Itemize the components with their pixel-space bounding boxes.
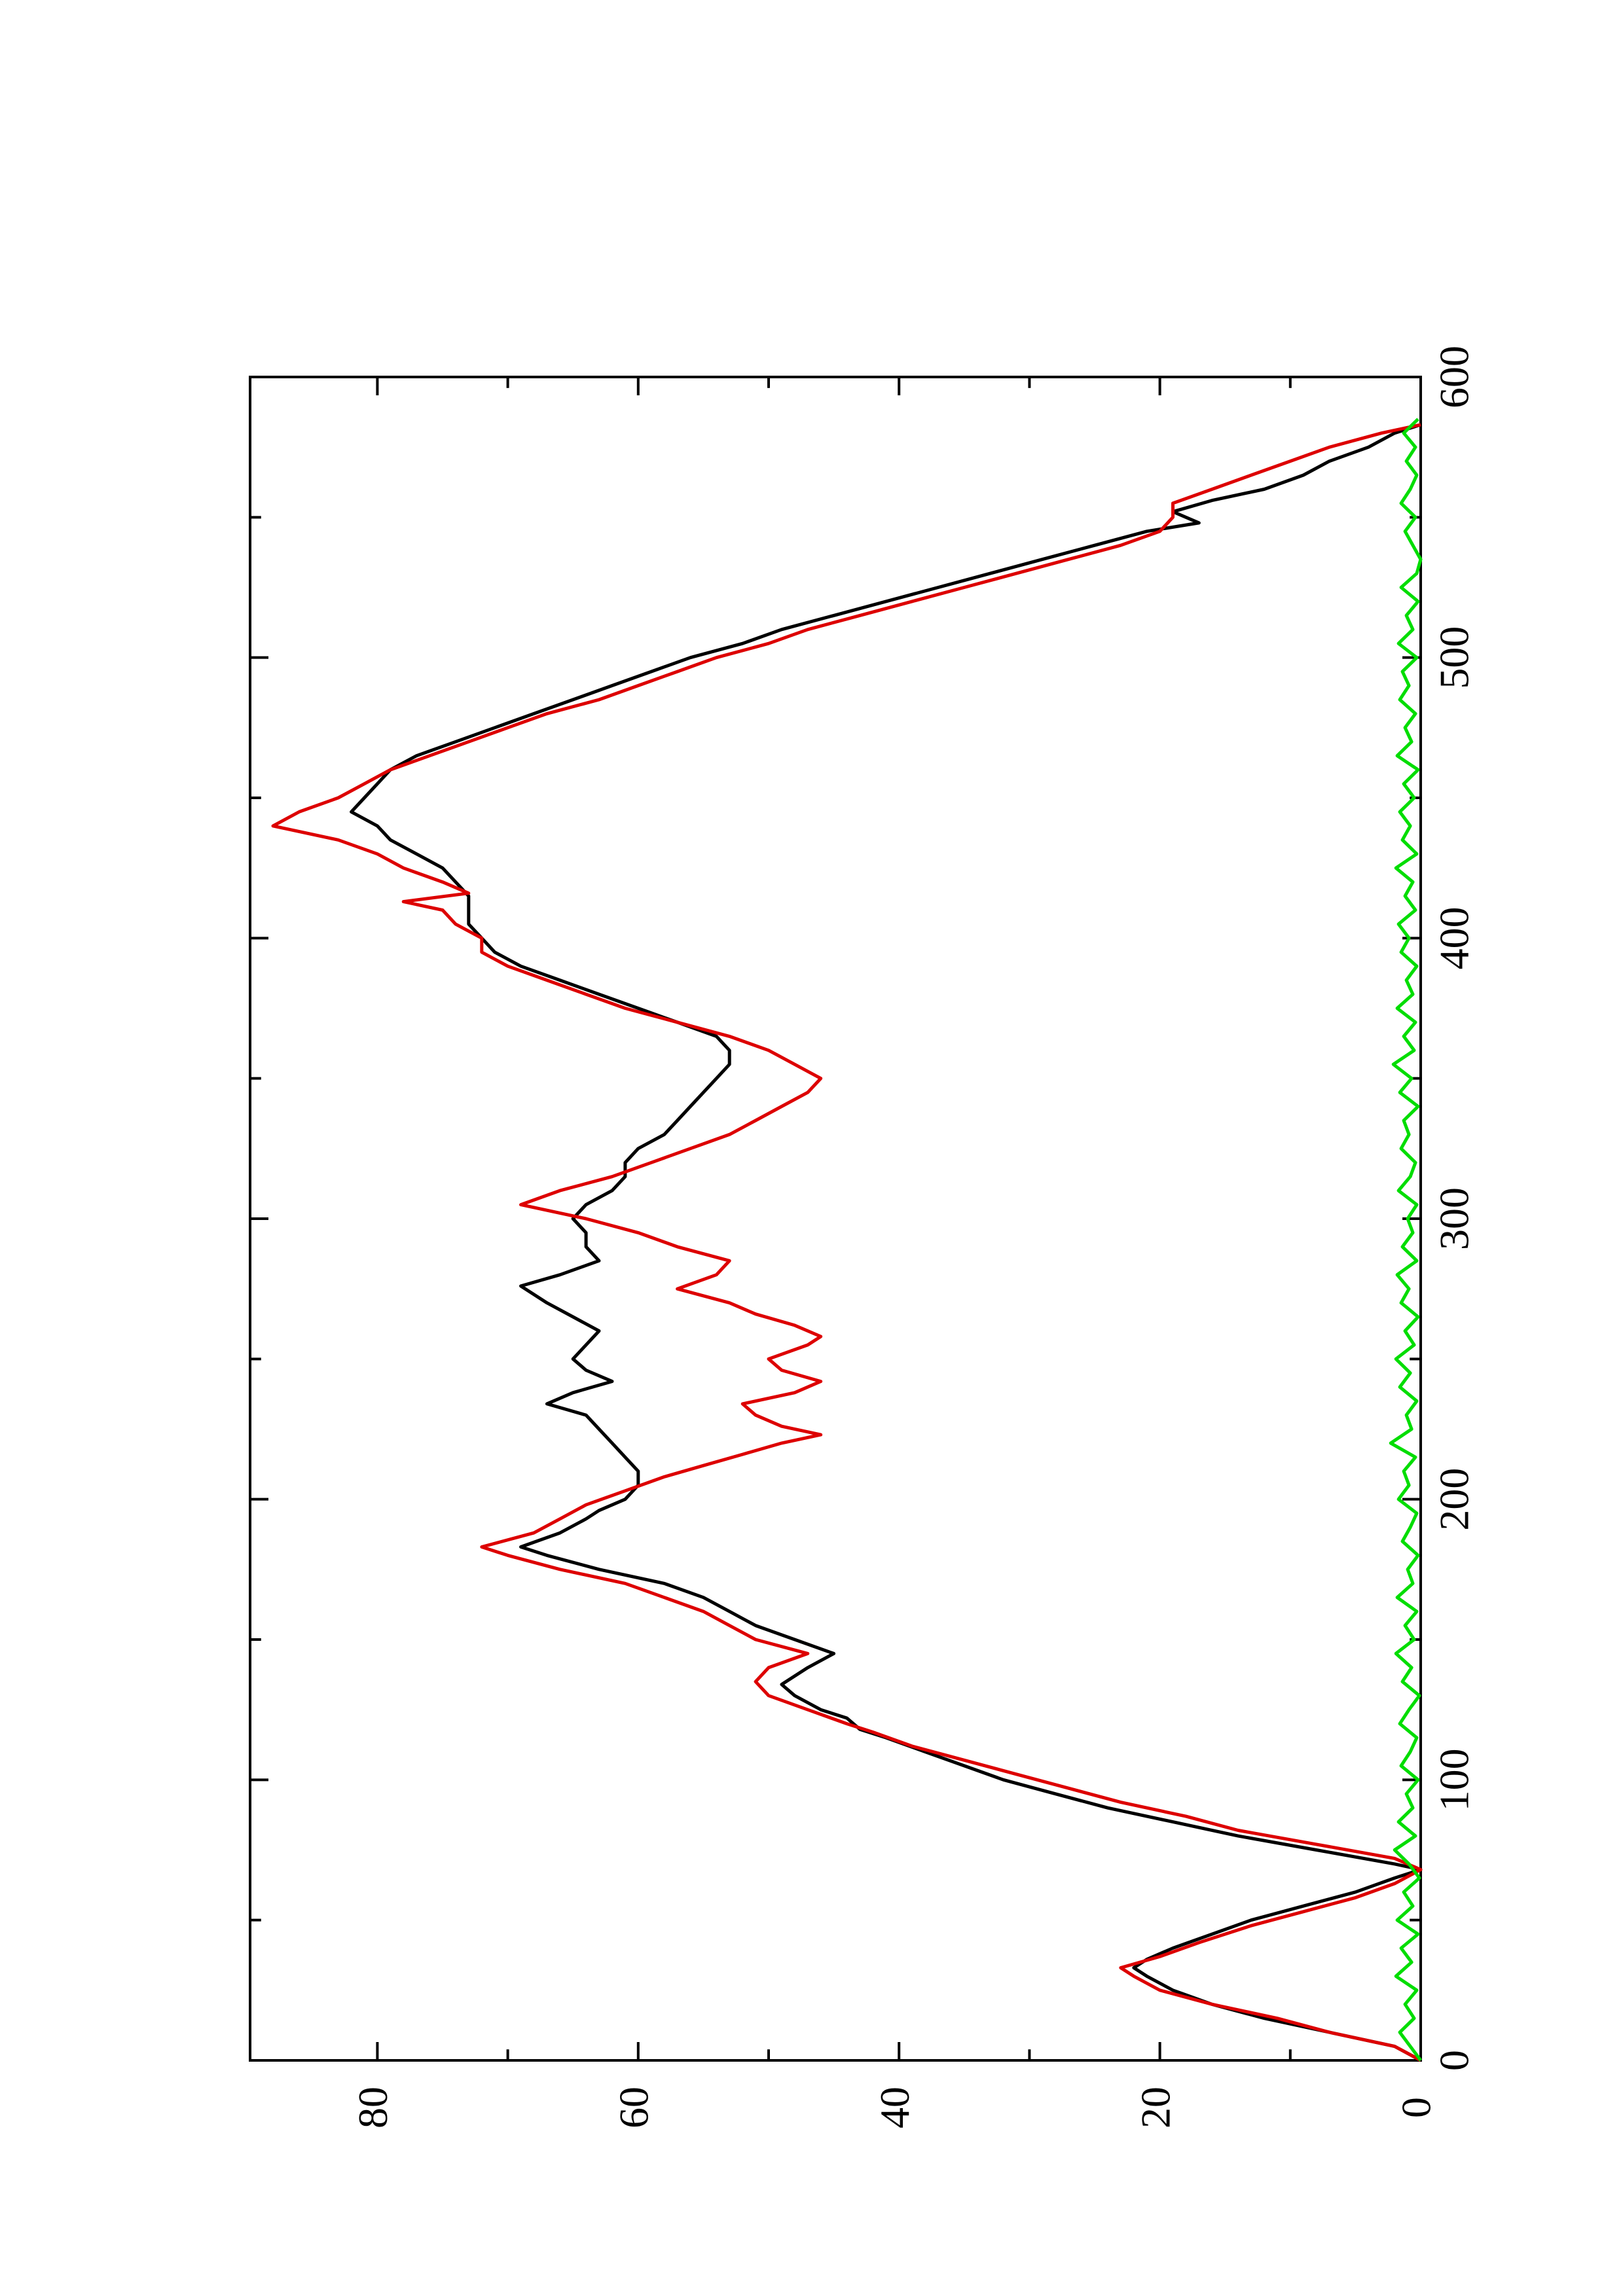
x-tick-label: 100: [1431, 1748, 1478, 1811]
y-tick-label: 80: [350, 2087, 396, 2128]
series-line-2: [1389, 418, 1423, 2062]
y-tick-label: 60: [610, 2087, 657, 2128]
x-tick-label: 200: [1431, 1468, 1478, 1531]
x-tick-label: 600: [1431, 346, 1478, 408]
y-tick-label: 20: [1132, 2087, 1178, 2128]
series-group: [271, 418, 1423, 2062]
plot-frame: [249, 376, 1422, 2062]
y-tick-label: 40: [871, 2087, 918, 2128]
x-tick-label: 500: [1431, 626, 1478, 689]
x-tick-label: 300: [1431, 1187, 1478, 1250]
x-tick-label: 0: [1431, 2050, 1478, 2071]
series-line-1: [271, 423, 1423, 2062]
series-line-0: [350, 423, 1423, 2062]
tick-marks: [250, 376, 1422, 2062]
tick-labels: 0 100 200 300 400 500 600 0 20 40 60 80: [350, 346, 1478, 2128]
x-tick-label: 400: [1431, 906, 1478, 969]
y-tick-label: 0: [1393, 2097, 1440, 2118]
